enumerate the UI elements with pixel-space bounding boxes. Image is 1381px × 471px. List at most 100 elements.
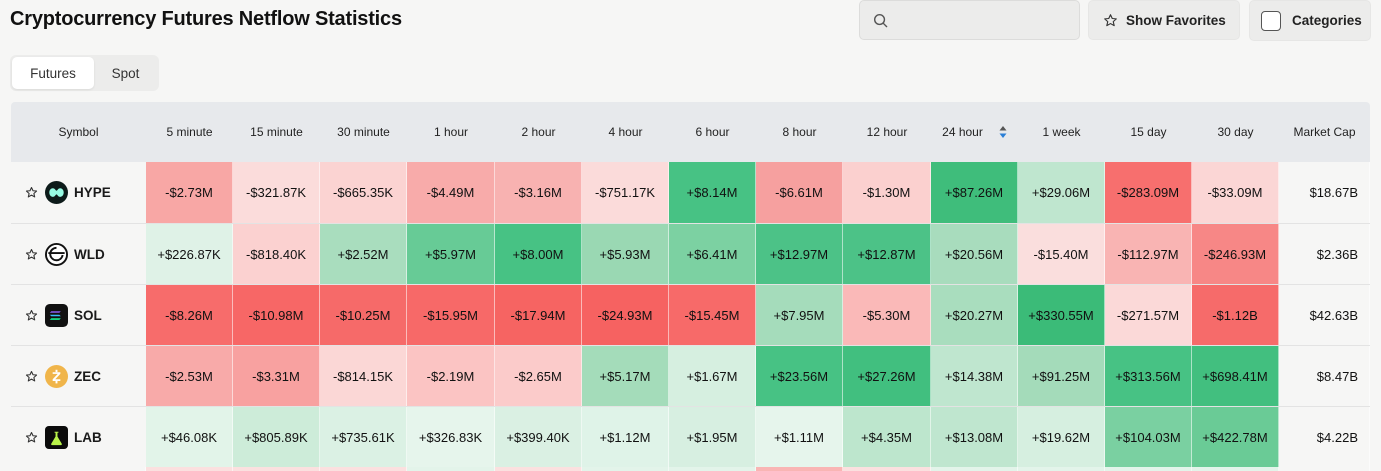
netflow-cell-8-hour: +$1.11M bbox=[756, 407, 843, 467]
market-cap-cell: $18.67B bbox=[1279, 162, 1370, 223]
search-box[interactable] bbox=[859, 0, 1080, 40]
symbol-name: ZEC bbox=[74, 368, 101, 384]
favorite-star-icon[interactable] bbox=[25, 186, 38, 199]
hype-logo-icon bbox=[45, 181, 68, 204]
column-header-30-minute[interactable]: 30 minute bbox=[320, 102, 407, 162]
partial-cell bbox=[495, 467, 582, 471]
netflow-cell-30-day: +$422.78M bbox=[1192, 407, 1279, 467]
netflow-cell-15-day: -$112.97M bbox=[1105, 224, 1192, 284]
symbol-name: HYPE bbox=[74, 185, 111, 200]
column-header-1-week[interactable]: 1 week bbox=[1018, 102, 1105, 162]
symbol-cell[interactable]: WLD bbox=[11, 224, 146, 284]
column-header-5-minute[interactable]: 5 minute bbox=[146, 102, 233, 162]
netflow-cell-30-minute: -$814.15K bbox=[320, 346, 407, 406]
netflow-cell-30-minute: +$2.52M bbox=[320, 224, 407, 284]
market-cap-cell: $2.36B bbox=[1279, 224, 1370, 284]
netflow-cell-15-minute: -$818.40K bbox=[233, 224, 320, 284]
netflow-cell-24-hour: +$20.56M bbox=[931, 224, 1018, 284]
column-header-12-hour[interactable]: 12 hour bbox=[843, 102, 931, 162]
symbol-cell[interactable]: LAB bbox=[11, 407, 146, 467]
favorite-star-icon[interactable] bbox=[25, 370, 38, 383]
netflow-cell-15-day: +$313.56M bbox=[1105, 346, 1192, 406]
wld-logo-icon bbox=[45, 242, 68, 266]
column-header-label: Market Cap bbox=[1293, 125, 1356, 139]
column-header-2-hour[interactable]: 2 hour bbox=[495, 102, 582, 162]
categories-checkbox[interactable] bbox=[1261, 10, 1281, 31]
column-header-6-hour[interactable]: 6 hour bbox=[669, 102, 756, 162]
netflow-cell-12-hour: +$4.35M bbox=[843, 407, 931, 467]
column-header-market-cap[interactable]: Market Cap bbox=[1279, 102, 1370, 162]
column-header-24-hour[interactable]: 24 hour bbox=[931, 102, 1018, 162]
search-icon bbox=[873, 13, 888, 28]
favorite-star-icon[interactable] bbox=[25, 309, 38, 322]
lab-logo-icon bbox=[45, 425, 68, 449]
column-header-label: 4 hour bbox=[608, 125, 643, 139]
netflow-cell-4-hour: -$24.93M bbox=[582, 285, 669, 345]
netflow-cell-4-hour: +$5.93M bbox=[582, 224, 669, 284]
partial-cell bbox=[233, 467, 320, 471]
column-header-label: 24 hour bbox=[942, 125, 983, 139]
netflow-cell-15-minute: -$10.98M bbox=[233, 285, 320, 345]
netflow-cell-2-hour: -$3.16M bbox=[495, 162, 582, 223]
show-favorites-button[interactable]: Show Favorites bbox=[1088, 0, 1240, 40]
column-header-30-day[interactable]: 30 day bbox=[1192, 102, 1279, 162]
table-row[interactable]: LAB +$46.08K +$805.89K +$735.61K +$326.83K +$… bbox=[11, 406, 1370, 467]
netflow-cell-30-minute: -$665.35K bbox=[320, 162, 407, 223]
favorite-star-icon[interactable] bbox=[25, 248, 38, 261]
categories-button[interactable]: Categories bbox=[1249, 0, 1371, 41]
tab-futures[interactable]: Futures bbox=[12, 57, 94, 89]
table-row[interactable]: HYPE -$2.73M -$321.87K -$665.35K -$4.49M -$3.… bbox=[11, 162, 1370, 223]
netflow-cell-1-hour: -$15.95M bbox=[407, 285, 495, 345]
sort-icon[interactable] bbox=[999, 125, 1007, 139]
column-header-8-hour[interactable]: 8 hour bbox=[756, 102, 843, 162]
symbol-name: WLD bbox=[74, 246, 105, 262]
netflow-cell-4-hour: -$751.17K bbox=[582, 162, 669, 223]
partial-cell bbox=[407, 467, 495, 471]
netflow-cell-5-minute: -$2.73M bbox=[146, 162, 233, 223]
partial-cell bbox=[669, 467, 756, 471]
table-row[interactable]: ZEC -$2.53M -$3.31M -$814.15K -$2.19M -$2.65M… bbox=[11, 345, 1370, 406]
column-header-label: 8 hour bbox=[782, 125, 817, 139]
netflow-cell-1-week: +$29.06M bbox=[1018, 162, 1105, 223]
netflow-cell-6-hour: -$15.45M bbox=[669, 285, 756, 345]
favorite-star-icon[interactable] bbox=[25, 431, 38, 444]
search-input[interactable] bbox=[896, 12, 1066, 28]
netflow-cell-12-hour: +$12.87M bbox=[843, 224, 931, 284]
table-row[interactable]: WLD +$226.87K -$818.40K +$2.52M +$5.97M +$8.0… bbox=[11, 223, 1370, 284]
market-cap-cell: $8.47B bbox=[1279, 346, 1370, 406]
netflow-cell-4-hour: +$5.17M bbox=[582, 346, 669, 406]
netflow-cell-6-hour: +$1.95M bbox=[669, 407, 756, 467]
column-header-4-hour[interactable]: 4 hour bbox=[582, 102, 669, 162]
symbol-cell[interactable]: HYPE bbox=[11, 162, 146, 223]
tab-spot[interactable]: Spot bbox=[111, 65, 140, 81]
netflow-cell-15-minute: -$321.87K bbox=[233, 162, 320, 223]
symbol-cell[interactable]: ZEC bbox=[11, 346, 146, 406]
netflow-cell-15-minute: -$3.31M bbox=[233, 346, 320, 406]
column-header-15-day[interactable]: 15 day bbox=[1105, 102, 1192, 162]
table-row[interactable]: SOL -$8.26M -$10.98M -$10.25M -$15.95M -$17.9… bbox=[11, 284, 1370, 345]
netflow-cell-2-hour: -$2.65M bbox=[495, 346, 582, 406]
partial-cell bbox=[756, 467, 843, 471]
netflow-cell-24-hour: +$20.27M bbox=[931, 285, 1018, 345]
symbol-cell[interactable]: SOL bbox=[11, 285, 146, 345]
partial-cell bbox=[1105, 467, 1192, 471]
page-title: Cryptocurrency Futures Netflow Statistic… bbox=[10, 8, 402, 30]
netflow-cell-8-hour: +$7.95M bbox=[756, 285, 843, 345]
netflow-cell-1-week: +$19.62M bbox=[1018, 407, 1105, 467]
netflow-cell-12-hour: -$1.30M bbox=[843, 162, 931, 223]
netflow-cell-1-hour: +$326.83K bbox=[407, 407, 495, 467]
show-favorites-label: Show Favorites bbox=[1126, 12, 1226, 28]
partial-cell bbox=[1192, 467, 1279, 471]
column-header-15-minute[interactable]: 15 minute bbox=[233, 102, 320, 162]
netflow-cell-8-hour: -$6.61M bbox=[756, 162, 843, 223]
netflow-cell-24-hour: +$14.38M bbox=[931, 346, 1018, 406]
netflow-cell-24-hour: +$13.08M bbox=[931, 407, 1018, 467]
netflow-cell-30-day: +$698.41M bbox=[1192, 346, 1279, 406]
netflow-table: Symbol 5 minute 15 minute 30 minute 1 hour 2 … bbox=[11, 102, 1370, 471]
netflow-cell-30-day: -$246.93M bbox=[1192, 224, 1279, 284]
column-header-1-hour[interactable]: 1 hour bbox=[407, 102, 495, 162]
column-header-label: Symbol bbox=[58, 125, 99, 139]
partial-cell bbox=[931, 467, 1018, 471]
netflow-cell-5-minute: -$8.26M bbox=[146, 285, 233, 345]
netflow-cell-1-hour: +$5.97M bbox=[407, 224, 495, 284]
